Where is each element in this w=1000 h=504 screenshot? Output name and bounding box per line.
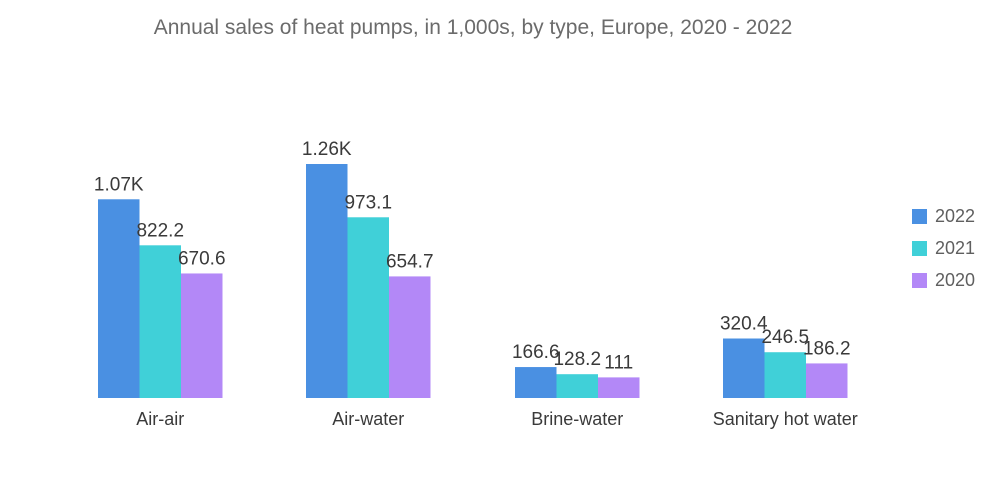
bar-air-water-2020[interactable]	[389, 276, 431, 398]
data-label-air-air-2020: 670.6	[178, 248, 226, 269]
data-label-sanitary-hot-water-2020: 186.2	[803, 338, 851, 359]
legend-item-2022[interactable]: 2022	[912, 200, 975, 232]
data-label-brine-water-2022: 166.6	[512, 342, 560, 363]
data-label-sanitary-hot-water-2022: 320.4	[720, 313, 768, 334]
data-label-air-water-2022: 1.26K	[302, 139, 352, 160]
bar-air-water-2022[interactable]	[306, 164, 348, 398]
x-tick-label-brine-water: Brine-water	[531, 409, 623, 429]
x-tick-label-sanitary-hot-water: Sanitary hot water	[713, 409, 858, 429]
legend-label-2020: 2020	[935, 269, 976, 290]
legend-swatch-2022	[912, 208, 927, 224]
legend-item-2021[interactable]: 2021	[912, 232, 975, 264]
legend-swatch-2020	[912, 272, 927, 288]
legend-swatch-2021	[912, 240, 927, 256]
data-label-sanitary-hot-water-2021: 246.5	[761, 327, 809, 348]
x-tick-label-air-water: Air-water	[332, 409, 404, 429]
bar-sanitary-hot-water-2022[interactable]	[723, 338, 765, 398]
data-label-brine-water-2020: 111	[604, 352, 633, 373]
data-label-air-air-2022: 1.07K	[94, 174, 144, 195]
bar-sanitary-hot-water-2020[interactable]	[806, 363, 848, 398]
bar-brine-water-2020[interactable]	[598, 377, 640, 398]
data-label-air-water-2021: 973.1	[344, 192, 392, 213]
bar-air-air-2020[interactable]	[181, 273, 223, 398]
chart-title: Annual sales of heat pumps, in 1,000s, b…	[153, 16, 793, 39]
bar-brine-water-2022[interactable]	[515, 367, 557, 398]
data-label-brine-water-2021: 128.2	[553, 349, 601, 370]
bar-air-water-2021[interactable]	[347, 217, 390, 398]
bar-air-air-2021[interactable]	[139, 245, 182, 398]
legend: 2022 2021 2020	[912, 200, 975, 296]
data-label-air-water-2020: 654.7	[386, 251, 434, 272]
x-tick-label-air-air: Air-air	[136, 409, 184, 429]
bar-air-air-2022[interactable]	[98, 199, 140, 398]
legend-label-2022: 2022	[935, 205, 976, 226]
data-label-air-air-2021: 822.2	[136, 220, 184, 241]
bar-sanitary-hot-water-2021[interactable]	[764, 352, 807, 398]
bar-brine-water-2021[interactable]	[556, 374, 599, 398]
legend-item-2020[interactable]: 2020	[912, 264, 975, 296]
legend-label-2021: 2021	[935, 237, 976, 258]
